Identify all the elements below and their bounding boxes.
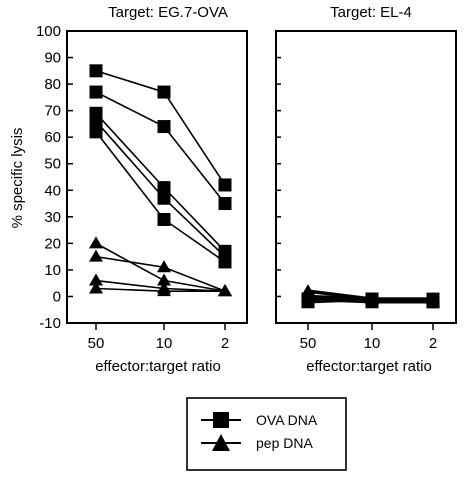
data-point-square bbox=[157, 120, 171, 134]
y-tick-label: 40 bbox=[44, 182, 61, 199]
data-point-square bbox=[89, 125, 103, 139]
data-point-square bbox=[89, 85, 103, 99]
legend-ova-marker bbox=[213, 412, 229, 428]
data-point-triangle bbox=[157, 273, 171, 286]
data-point-square bbox=[89, 114, 103, 128]
y-tick-label: 70 bbox=[44, 103, 61, 120]
panel-right-frame bbox=[275, 30, 457, 324]
panel-right-title: Target: EL-4 bbox=[330, 4, 412, 21]
y-tick-label: 90 bbox=[44, 50, 61, 67]
data-point-triangle bbox=[426, 294, 440, 307]
data-point-square bbox=[157, 191, 171, 205]
data-point-square bbox=[157, 212, 171, 226]
data-point-triangle bbox=[89, 249, 103, 262]
data-point-square bbox=[218, 178, 232, 192]
panel-right-series bbox=[301, 284, 440, 309]
series-line bbox=[95, 255, 226, 292]
y-tick-label: 80 bbox=[44, 76, 61, 93]
data-point-triangle bbox=[365, 292, 379, 305]
y-tick-label: 50 bbox=[44, 156, 61, 173]
y-tick-label: 60 bbox=[44, 129, 61, 146]
x-axis-label-right: effector:target ratio bbox=[306, 358, 432, 375]
data-point-triangle bbox=[218, 284, 232, 297]
x-tick-label: 2 bbox=[221, 335, 229, 352]
data-point-triangle bbox=[157, 284, 171, 297]
data-point-triangle bbox=[89, 273, 103, 286]
panel-left-title: Target: EG.7-OVA bbox=[108, 4, 228, 21]
x-tick-label: 2 bbox=[429, 335, 437, 352]
y-tick-label: 100 bbox=[36, 23, 61, 40]
y-tick-label: 20 bbox=[44, 235, 61, 252]
y-axis-label: % specific lysis bbox=[9, 128, 26, 229]
data-point-triangle bbox=[301, 289, 315, 302]
data-point-triangle bbox=[157, 260, 171, 273]
data-point-triangle bbox=[89, 236, 103, 249]
legend-ova-label: OVA DNA bbox=[256, 412, 318, 428]
data-point-square bbox=[218, 255, 232, 269]
data-point-square bbox=[89, 64, 103, 78]
x-tick-label: 10 bbox=[156, 335, 173, 352]
y-tick-label: -10 bbox=[39, 315, 61, 332]
x-tick-label: 50 bbox=[88, 335, 105, 352]
x-axis-label-left: effector:target ratio bbox=[95, 358, 221, 375]
y-tick-label: 10 bbox=[44, 262, 61, 279]
data-point-square bbox=[218, 197, 232, 211]
legend-pep-marker bbox=[212, 434, 230, 451]
data-point-triangle bbox=[89, 281, 103, 294]
x-tick-label: 50 bbox=[300, 335, 317, 352]
y-axis-ticks: -10 0 10 20 30 40 50 60 70 80 90 100 bbox=[36, 23, 281, 332]
panel-left-frame bbox=[66, 30, 248, 324]
x-tick-label: 10 bbox=[364, 335, 381, 352]
legend-frame bbox=[186, 397, 347, 471]
panel-left-series bbox=[89, 64, 232, 297]
y-tick-label: 30 bbox=[44, 209, 61, 226]
data-point-square bbox=[157, 85, 171, 99]
legend-pep-label: pep DNA bbox=[256, 435, 313, 451]
data-point-square bbox=[157, 181, 171, 195]
x-axis-ticks: 50 10 2 50 10 2 bbox=[88, 323, 437, 352]
y-tick-label: 0 bbox=[53, 288, 61, 305]
legend: OVA DNA pep DNA bbox=[186, 397, 347, 471]
